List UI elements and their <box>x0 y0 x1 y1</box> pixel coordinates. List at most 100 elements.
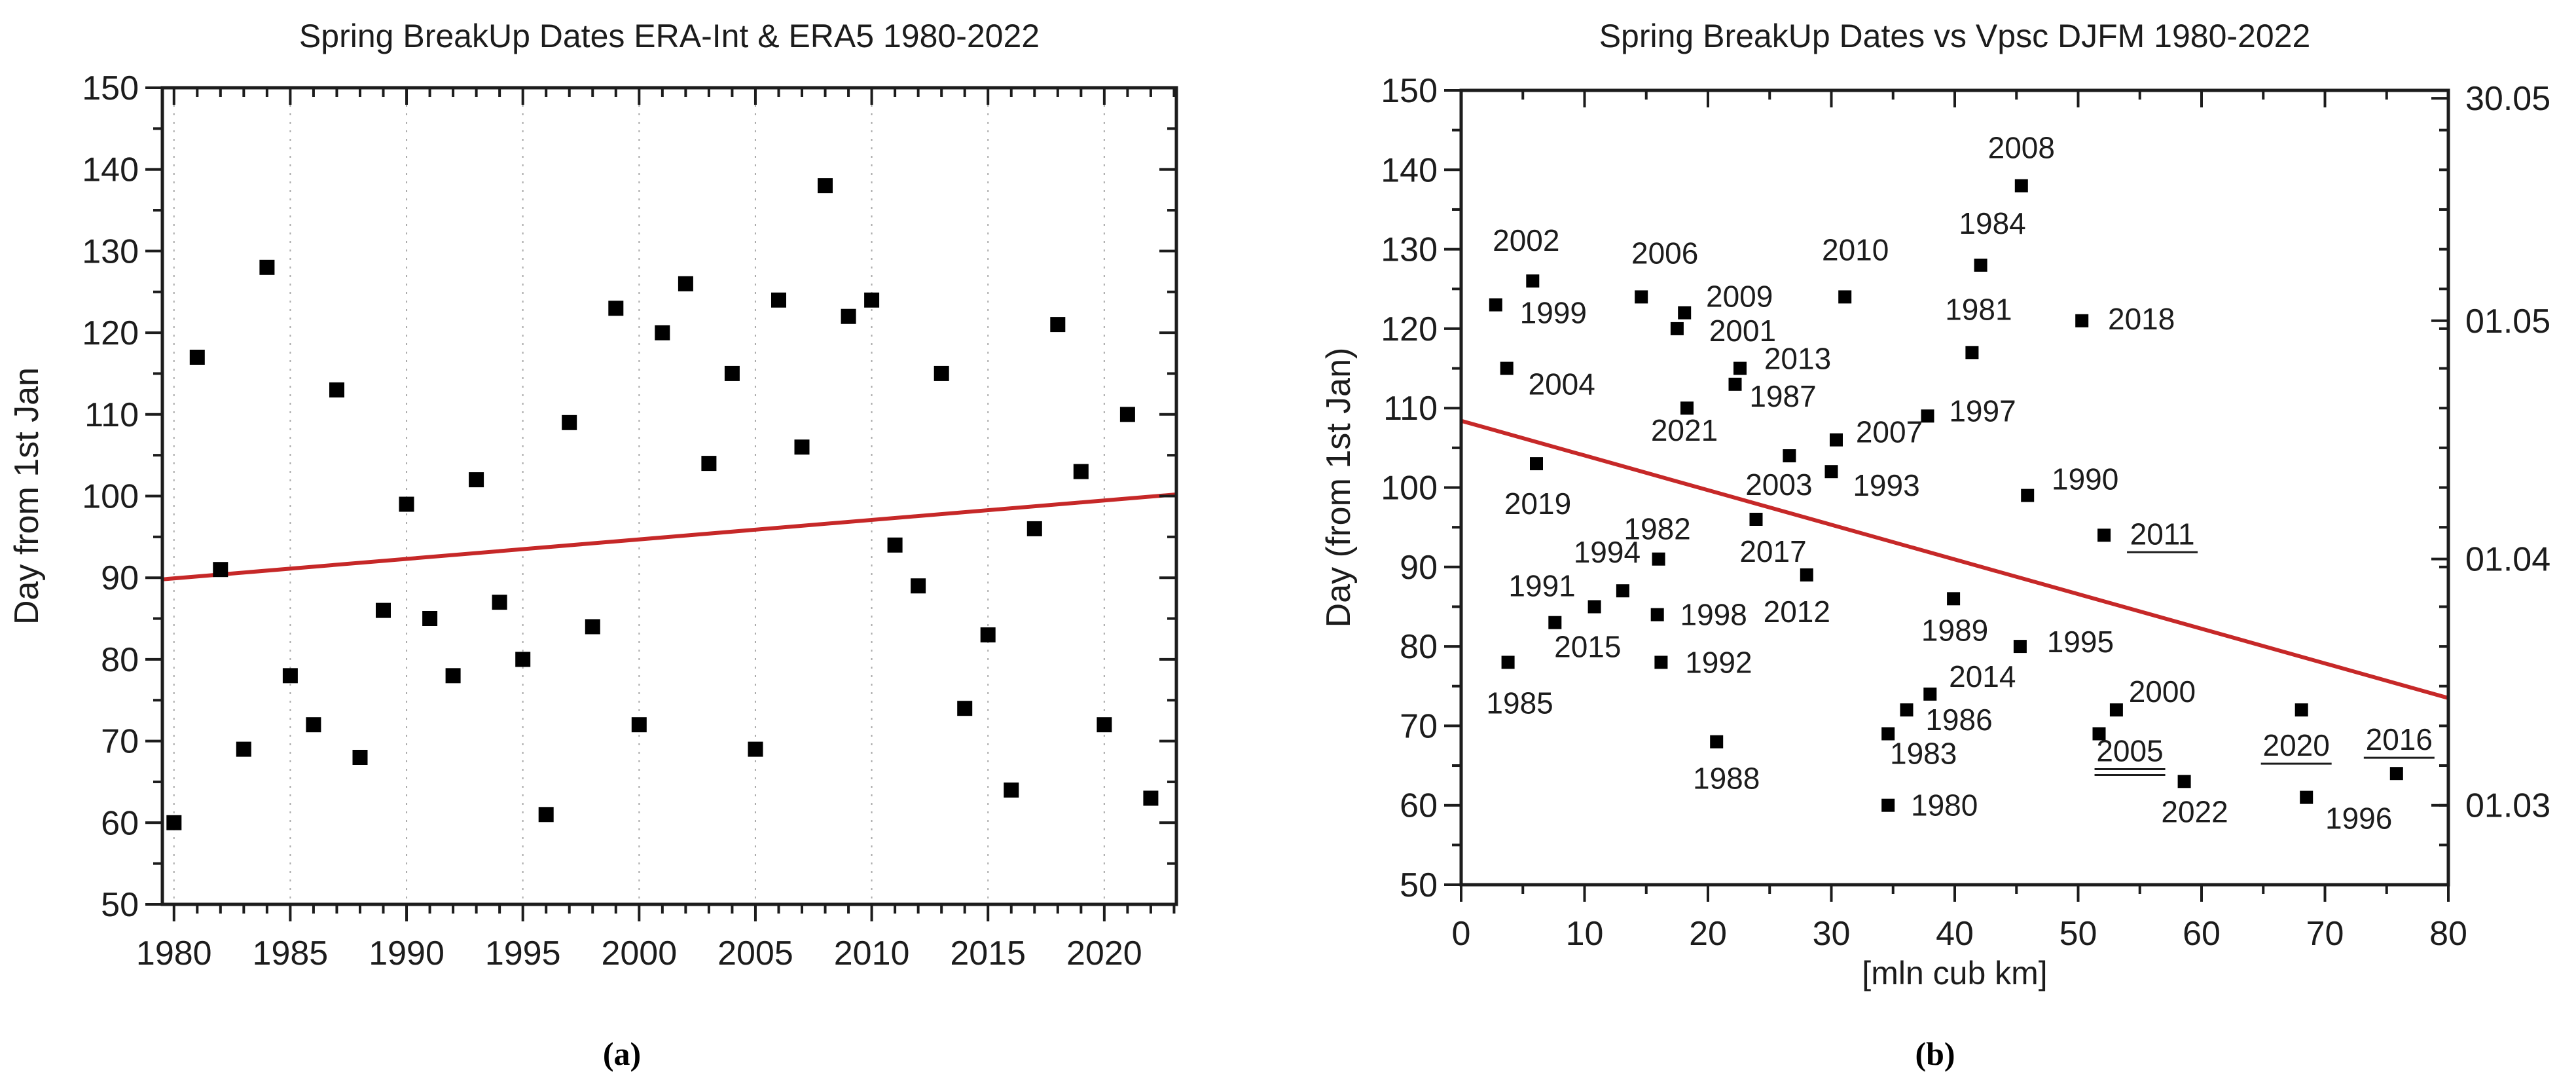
plot-frame <box>160 86 1178 906</box>
data-point <box>1026 521 1042 536</box>
data-point <box>2014 179 2028 193</box>
data-point <box>1650 608 1664 621</box>
year-label: 1987 <box>1749 379 1816 413</box>
year-label: 1988 <box>1693 762 1760 796</box>
year-label: 2016 <box>2366 722 2433 756</box>
data-point <box>1800 568 1813 582</box>
x-tick-label: 40 <box>1936 915 1974 953</box>
data-point <box>166 815 182 830</box>
year-label: 1998 <box>1680 598 1747 632</box>
year-label: 1981 <box>1945 292 2012 326</box>
data-point <box>1965 346 1979 360</box>
data-point <box>1881 727 1895 741</box>
year-label: 1989 <box>1921 613 1988 647</box>
year-label: 2003 <box>1745 468 1812 502</box>
data-point <box>352 750 368 765</box>
year-label: 2012 <box>1764 595 1830 629</box>
data-point <box>189 350 205 365</box>
y-tick-label: 150 <box>82 69 139 107</box>
data-point <box>1838 290 1852 304</box>
data-point <box>1824 465 1838 479</box>
data-point <box>1783 449 1796 462</box>
x-axis-label: [mln cub km] <box>1862 955 2047 991</box>
year-label: 2020 <box>2263 728 2330 762</box>
data-point <box>2295 703 2308 717</box>
x-tick-label: 0 <box>1452 915 1471 953</box>
year-label: 2002 <box>1493 223 1559 257</box>
y-tick-label: 90 <box>101 559 139 597</box>
data-point <box>445 668 461 684</box>
year-label: 2004 <box>1529 367 1595 401</box>
data-point <box>1974 258 1987 272</box>
data-point <box>329 382 344 398</box>
data-point <box>2300 790 2313 804</box>
data-point <box>1530 457 1543 471</box>
year-label: 1990 <box>2052 462 2118 496</box>
y-tick-label: 60 <box>101 804 139 842</box>
data-point <box>1900 703 1914 717</box>
x-tick-label: 20 <box>1689 915 1727 953</box>
year-label: 2021 <box>1651 413 1718 447</box>
data-point <box>1749 513 1763 526</box>
year-label: 2008 <box>1988 131 2055 165</box>
plot-a: 1980 1985 1990 1995 2000 2005 2010 2015 2020 50 60… <box>8 18 1178 972</box>
year-label: 1980 <box>1911 788 1978 823</box>
data-point <box>748 741 763 757</box>
data-point <box>515 652 531 667</box>
year-label: 1993 <box>1853 468 1919 502</box>
y-tick-label: 100 <box>82 478 139 516</box>
y-axis-label: Day from 1st Jan <box>8 367 46 625</box>
data-point <box>724 365 740 381</box>
y-tick-label: 150 <box>1381 72 1438 110</box>
year-label: 2005 <box>2096 734 2163 768</box>
data-point <box>818 178 833 194</box>
year-label: 2017 <box>1739 534 1806 568</box>
data-point <box>678 276 693 291</box>
y-tick-label: 80 <box>1400 628 1438 666</box>
data-point <box>422 611 438 626</box>
data-point <box>1004 782 1019 798</box>
right-axis-date-label: 01.03 <box>2465 787 2550 825</box>
y-tick-label: 140 <box>82 151 139 189</box>
data-point <box>794 439 810 455</box>
data-point <box>2021 489 2035 502</box>
x-tick-label: 1995 <box>485 934 561 972</box>
chart-title: Spring BreakUp Dates vs Vpsc DJFM 1980-2… <box>1599 18 2311 54</box>
data-point <box>631 717 647 733</box>
y-tick-label: 70 <box>1400 707 1438 745</box>
year-label: 2011 <box>2130 517 2195 551</box>
x-tick-label: 50 <box>2059 915 2097 953</box>
data-point <box>1654 656 1668 669</box>
year-label: 1984 <box>1959 206 2025 240</box>
data-point <box>841 308 856 324</box>
data-point <box>1073 464 1089 479</box>
y-tick-label: 90 <box>1400 549 1438 587</box>
data-point <box>1587 600 1601 614</box>
x-tick-label: 1985 <box>253 934 329 972</box>
x-tick-label: 1990 <box>369 934 444 972</box>
trend-line <box>162 492 1177 582</box>
y-tick-label: 140 <box>1381 151 1438 189</box>
data-point <box>1830 433 1843 447</box>
data-point <box>1119 407 1135 422</box>
x-tick-label: 2000 <box>601 934 677 972</box>
data-point <box>864 292 880 308</box>
year-label: 2014 <box>1949 659 2016 693</box>
year-label: 1994 <box>1574 535 1641 569</box>
x-tick-label: 80 <box>2429 915 2467 953</box>
x-tick-label: 30 <box>1813 915 1851 953</box>
x-tick-label: 60 <box>2183 915 2221 953</box>
data-point <box>1670 322 1684 335</box>
data-point <box>1616 584 1629 598</box>
year-label: 2018 <box>2108 302 2175 336</box>
data-point <box>585 619 600 635</box>
data-point <box>259 259 275 275</box>
data-point <box>2389 767 2403 781</box>
data-point <box>1680 401 1694 415</box>
year-label: 1991 <box>1508 569 1575 603</box>
year-label: 2009 <box>1706 280 1773 314</box>
data-point <box>1733 361 1747 375</box>
data-point <box>2092 727 2106 741</box>
data-point <box>2177 775 2191 788</box>
